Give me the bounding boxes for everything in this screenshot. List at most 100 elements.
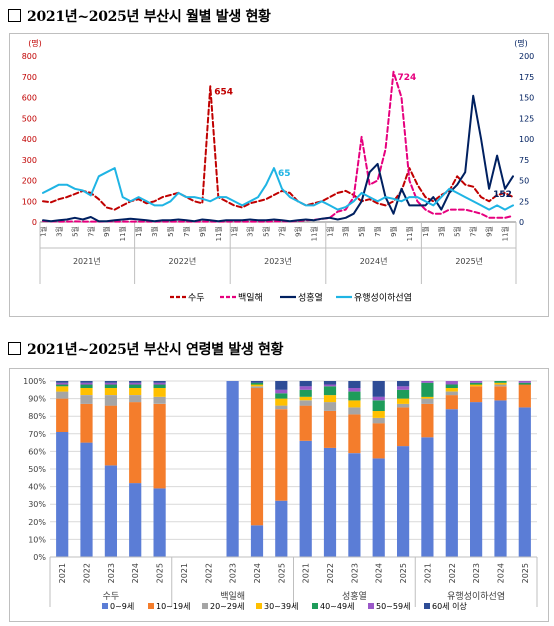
month-tick-label: 11월	[405, 226, 414, 241]
bar-segment-10~19세	[80, 403, 93, 443]
bar-segment-20~29세	[421, 398, 434, 404]
group-label: 성홍열	[342, 590, 367, 602]
left-tick-label: 800	[22, 52, 37, 61]
bar-segment-0~9세	[80, 442, 93, 557]
bar-segment-40~49세	[153, 384, 166, 388]
legend-label: 0~9세	[110, 602, 134, 611]
bar-segment-20~29세	[372, 418, 385, 424]
legend-label: 50~59세	[376, 602, 410, 611]
year-label: 2022년	[169, 256, 197, 266]
bar-segment-30~39세	[104, 388, 117, 395]
month-tick-label: 3월	[150, 226, 159, 237]
left-tick-label: 200	[22, 177, 37, 186]
y-tick-label: 60%	[28, 447, 46, 456]
category-tick-label: 2025	[277, 563, 286, 583]
bar-segment-10~19세	[372, 423, 385, 459]
month-tick-label: 3월	[54, 226, 63, 237]
bar-segment-50~59세	[470, 381, 483, 383]
month-tick-label: 7월	[469, 226, 478, 237]
bar-segment-50~59세	[275, 389, 288, 394]
bar-segment-40~49세	[372, 400, 385, 411]
category-tick-label: 2022	[204, 563, 213, 583]
y-tick-label: 0%	[33, 553, 46, 562]
checkbox-square-icon	[8, 342, 21, 355]
month-tick-label: 11월	[501, 226, 510, 241]
bar-segment-30~39세	[153, 388, 166, 397]
section2-title: 2021년~2025년 부산시 연령별 발생 현황	[8, 339, 284, 359]
bar-segment-20~29세	[80, 395, 93, 404]
y-tick-label: 40%	[28, 483, 46, 492]
bar-segment-0~9세	[518, 407, 531, 557]
bar-segment-30~39세	[275, 398, 288, 406]
legend-label: 40~49세	[320, 602, 354, 611]
bar-segment-0~9세	[494, 400, 507, 557]
bar-segment-40~49세	[397, 389, 410, 399]
bar-segment-20~29세	[299, 400, 312, 406]
peak-annotation: 152	[493, 190, 512, 200]
section1-title: 2021년~2025년 부산시 월별 발생 현황	[8, 6, 271, 26]
category-tick-label: 2024	[253, 563, 262, 583]
month-tick-label: 11월	[214, 226, 223, 241]
bar-segment-0~9세	[348, 453, 361, 557]
legend-label: 10~19세	[156, 602, 190, 611]
bar-segment-60세 이상	[56, 381, 69, 383]
bar-segment-0~9세	[372, 458, 385, 557]
right-tick-label: 100	[519, 135, 534, 144]
bar-segment-40~49세	[470, 382, 483, 385]
bar-segment-40~49세	[421, 382, 434, 397]
bar-segment-10~19세	[299, 405, 312, 441]
bar-segment-10~19세	[518, 384, 531, 408]
bar-segment-20~29세	[129, 395, 142, 403]
bar-segment-30~39세	[56, 386, 69, 392]
month-tick-label: 7월	[182, 226, 191, 237]
bar-segment-30~39세	[299, 396, 312, 401]
bar-segment-0~9세	[275, 500, 288, 557]
legend-label: 20~29세	[210, 602, 244, 611]
bar-segment-50~59세	[348, 388, 361, 392]
month-tick-label: 1월	[421, 226, 430, 237]
bar-segment-0~9세	[104, 465, 117, 557]
group-label: 유행성이하선염	[447, 590, 505, 602]
category-tick-label: 2023	[472, 563, 481, 583]
category-tick-label: 2022	[448, 563, 457, 583]
bar-segment-50~59세	[299, 386, 312, 390]
bar-segment-20~29세	[56, 391, 69, 399]
right-axis-unit: (명)	[514, 38, 528, 48]
month-tick-label: 11월	[118, 226, 127, 241]
month-tick-label: 7월	[373, 226, 382, 237]
category-tick-label: 2024	[375, 563, 384, 583]
month-tick-label: 3월	[437, 226, 446, 237]
left-tick-label: 400	[22, 135, 37, 144]
y-tick-label: 80%	[28, 412, 46, 421]
left-axis-unit: (명)	[28, 38, 42, 48]
bar-segment-30~39세	[250, 384, 264, 387]
bar-segment-0~9세	[445, 409, 458, 557]
bar-segment-20~29세	[494, 384, 507, 387]
bar-segment-10~19세	[494, 386, 507, 401]
bar-segment-20~29세	[397, 403, 410, 408]
month-tick-label: 5월	[166, 226, 175, 237]
bar-segment-10~19세	[129, 402, 142, 484]
category-tick-label: 2021	[302, 563, 311, 583]
bar-segment-50~59세	[421, 381, 434, 383]
bar-segment-50~59세	[445, 381, 458, 385]
month-tick-label: 9월	[293, 226, 302, 237]
bar-segment-60세 이상	[250, 381, 264, 383]
month-tick-label: 7월	[86, 226, 95, 237]
bar-segment-60세 이상	[397, 381, 410, 387]
category-tick-label: 2022	[83, 563, 92, 583]
y-tick-label: 50%	[28, 465, 46, 474]
month-tick-label: 5월	[453, 226, 462, 237]
legend-swatch-30~39세	[256, 603, 262, 609]
bar-segment-10~19세	[153, 403, 166, 489]
bar-segment-40~49세	[494, 381, 507, 383]
month-tick-label: 7월	[277, 226, 286, 237]
peak-annotation: 724	[398, 73, 417, 83]
left-tick-label: 300	[22, 156, 37, 165]
right-tick-label: 200	[519, 52, 534, 61]
right-tick-label: 175	[519, 73, 534, 82]
y-tick-label: 20%	[28, 518, 46, 527]
bar-segment-50~59세	[153, 382, 166, 385]
group-label: 백일해	[220, 591, 245, 602]
month-tick-label: 5월	[70, 226, 79, 237]
